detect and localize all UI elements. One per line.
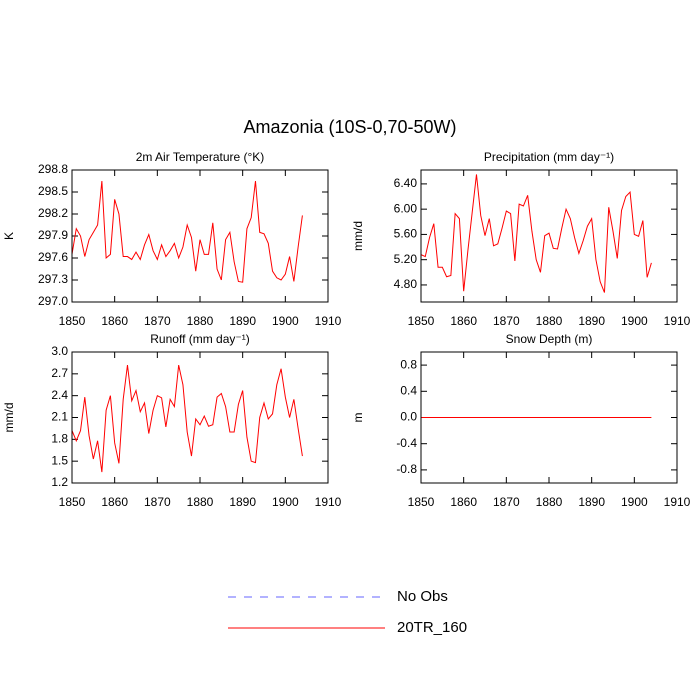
x-tick-label: 1880 — [187, 495, 214, 509]
plot-frame — [71, 169, 329, 303]
legend-label: 20TR_160 — [397, 619, 467, 636]
y-tick-label: 297.9 — [38, 228, 68, 242]
x-tick-label: 1850 — [408, 314, 435, 328]
panel-title: Runoff (mm day⁻¹) — [150, 332, 249, 346]
x-tick-label: 1880 — [536, 314, 563, 328]
y-axis-label: K — [2, 232, 16, 240]
y-axis-label: mm/d — [351, 221, 365, 251]
y-tick-label: 0.8 — [400, 357, 417, 371]
y-tick-label: 2.4 — [51, 388, 68, 402]
data-line — [71, 180, 303, 283]
y-tick-label: 4.80 — [394, 277, 418, 291]
x-tick-label: 1880 — [536, 495, 563, 509]
y-tick-label: 297.6 — [38, 250, 68, 264]
y-tick-label: 1.2 — [51, 475, 68, 489]
y-tick-label: 0.0 — [400, 410, 417, 424]
data-line — [71, 364, 303, 473]
panel-title: Precipitation (mm day⁻¹) — [484, 150, 614, 164]
x-tick-label: 1860 — [450, 314, 477, 328]
data-line — [420, 174, 652, 293]
x-tick-label: 1910 — [315, 314, 342, 328]
legend-label: No Obs — [397, 588, 448, 605]
plot-frame — [420, 169, 678, 303]
panel-title: 2m Air Temperature (°K) — [136, 150, 265, 164]
x-tick-label: 1910 — [315, 495, 342, 509]
x-tick-label: 1900 — [272, 314, 299, 328]
x-tick-label: 1870 — [493, 314, 520, 328]
y-tick-label: 0.4 — [400, 383, 417, 397]
y-axis-label: mm/d — [2, 403, 16, 433]
x-tick-label: 1860 — [450, 495, 477, 509]
y-tick-label: 3.0 — [51, 344, 68, 358]
x-tick-label: 1890 — [578, 314, 605, 328]
y-tick-label: 298.8 — [38, 162, 68, 176]
x-tick-label: 1910 — [664, 495, 691, 509]
x-tick-label: 1850 — [408, 495, 435, 509]
y-tick-label: 297.3 — [38, 272, 68, 286]
x-tick-label: 1870 — [493, 495, 520, 509]
x-tick-label: 1890 — [229, 495, 256, 509]
x-tick-label: 1880 — [187, 314, 214, 328]
x-tick-label: 1910 — [664, 314, 691, 328]
plot-frame — [71, 351, 329, 484]
x-tick-label: 1850 — [59, 495, 86, 509]
x-tick-label: 1900 — [272, 495, 299, 509]
y-tick-label: 298.2 — [38, 206, 68, 220]
x-tick-label: 1870 — [144, 495, 171, 509]
y-tick-label: 2.7 — [51, 366, 68, 380]
y-tick-label: 298.5 — [38, 184, 68, 198]
x-tick-label: 1900 — [621, 314, 648, 328]
x-tick-label: 1890 — [578, 495, 605, 509]
x-tick-label: 1850 — [59, 314, 86, 328]
plot-frame — [420, 351, 678, 484]
y-tick-label: 1.8 — [51, 432, 68, 446]
figure-title: Amazonia (10S-0,70-50W) — [243, 117, 456, 137]
x-tick-label: 1860 — [101, 495, 128, 509]
y-tick-label: 6.40 — [394, 176, 418, 190]
y-tick-label: -0.8 — [396, 462, 417, 476]
x-tick-label: 1890 — [229, 314, 256, 328]
x-tick-label: 1900 — [621, 495, 648, 509]
y-tick-label: -0.4 — [396, 436, 417, 450]
y-axis-label: m — [351, 413, 365, 423]
y-tick-label: 5.20 — [394, 252, 418, 266]
y-tick-label: 5.60 — [394, 227, 418, 241]
y-tick-label: 297.0 — [38, 294, 68, 308]
y-tick-label: 6.00 — [394, 201, 418, 215]
panel-title: Snow Depth (m) — [506, 332, 593, 346]
y-tick-label: 1.5 — [51, 453, 68, 467]
x-tick-label: 1870 — [144, 314, 171, 328]
x-tick-label: 1860 — [101, 314, 128, 328]
y-tick-label: 2.1 — [51, 410, 68, 424]
